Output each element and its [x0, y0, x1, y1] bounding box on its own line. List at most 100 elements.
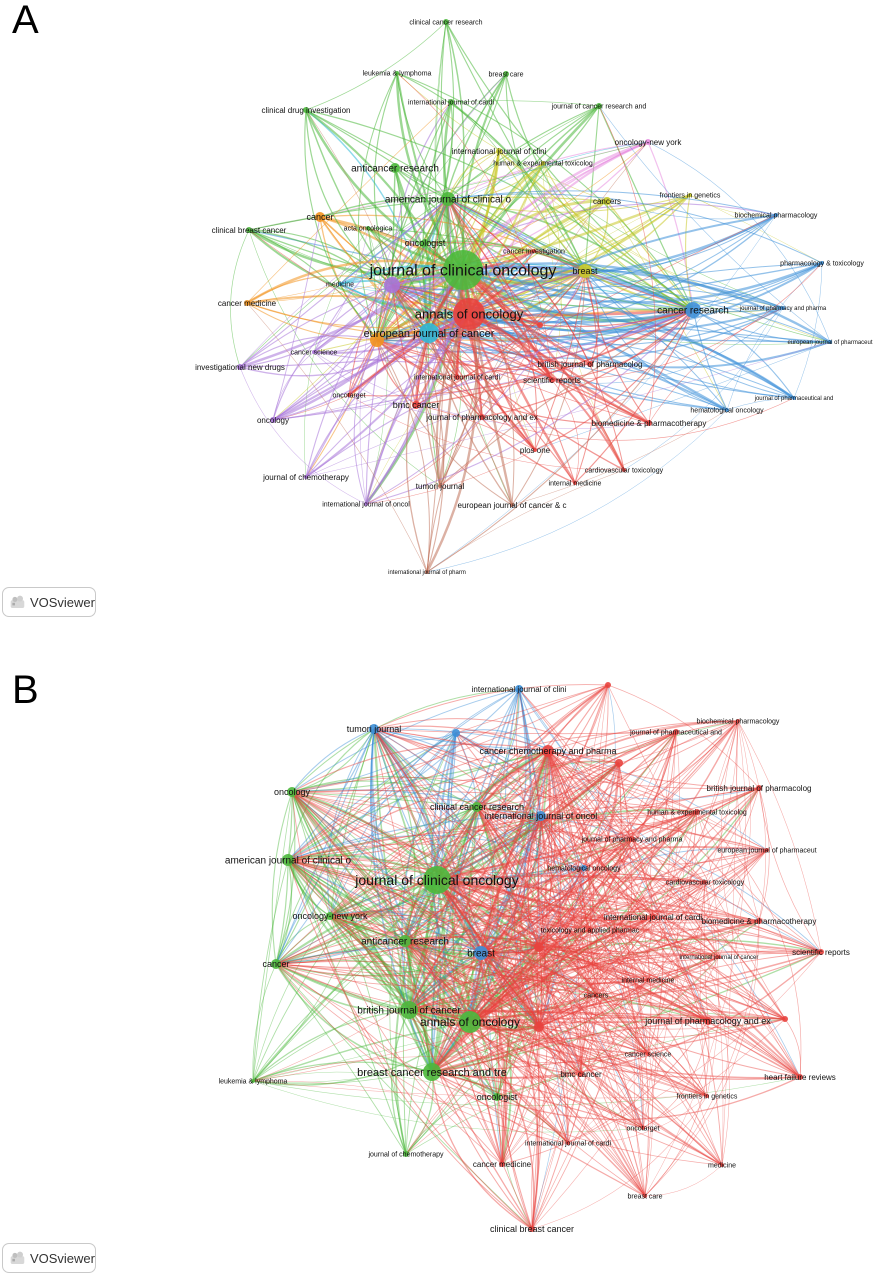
journal-node-breast[interactable]: [474, 946, 488, 960]
journal-node-cancer[interactable]: [271, 959, 281, 969]
journal-node-onco[interactable]: [493, 1093, 501, 1101]
journal-node-bmc[interactable]: [412, 401, 420, 409]
journal-node-ijclini[interactable]: [515, 685, 523, 693]
journal-node-purple[interactable]: [384, 277, 400, 293]
journal-node-oncology[interactable]: [270, 417, 276, 423]
journal-node-jpe[interactable]: [479, 414, 485, 420]
journal-node-ijcardi[interactable]: [448, 99, 454, 105]
journal-node-red8[interactable]: [605, 682, 611, 688]
journal-node-sr[interactable]: [818, 949, 824, 955]
journal-node-cbc[interactable]: [246, 227, 252, 233]
journal-node-tumori[interactable]: [369, 724, 379, 734]
journal-node-bmc[interactable]: [578, 1071, 584, 1077]
journal-node-ijcardi2[interactable]: [566, 1141, 570, 1145]
journal-node-ajco[interactable]: [282, 854, 294, 866]
journal-node-jco[interactable]: [423, 866, 451, 894]
journal-node-jpp[interactable]: [781, 306, 785, 310]
journal-node-ejcc[interactable]: [510, 503, 514, 507]
journal-node-blue3[interactable]: [452, 729, 460, 737]
journal-node-csci[interactable]: [646, 1052, 650, 1056]
journal-node-pt[interactable]: [820, 261, 824, 265]
journal-node-jpc[interactable]: [673, 729, 679, 735]
journal-node-oncotarget[interactable]: [347, 393, 351, 397]
journal-node-ao[interactable]: [453, 298, 485, 330]
journal-node-red9[interactable]: [782, 1016, 788, 1022]
journal-node-bjc[interactable]: [400, 1001, 418, 1019]
journal-node-ao[interactable]: [459, 1011, 481, 1033]
journal-node-ejpc[interactable]: [765, 848, 769, 852]
journal-node-hfr[interactable]: [797, 1074, 803, 1080]
journal-node-plos[interactable]: [533, 448, 537, 452]
journal-node-tumori[interactable]: [438, 484, 442, 488]
journal-node-ho[interactable]: [581, 865, 587, 871]
network-map-b[interactable]: journal of clinical oncology annals of on…: [0, 660, 879, 1278]
journal-node-ejc[interactable]: [419, 323, 439, 343]
journal-node-onyny[interactable]: [645, 139, 651, 145]
journal-node-jpp[interactable]: [629, 836, 635, 842]
journal-node-breast[interactable]: [578, 264, 592, 278]
journal-node-ijcardi[interactable]: [650, 914, 656, 920]
journal-node-jcrand[interactable]: [596, 103, 602, 109]
journal-node-ci[interactable]: [532, 249, 536, 253]
journal-node-ijclini[interactable]: [496, 148, 502, 154]
journal-node-jco[interactable]: [443, 250, 483, 290]
journal-node-bc[interactable]: [503, 71, 509, 77]
journal-node-ijoncol[interactable]: [364, 502, 368, 506]
journal-node-acr[interactable]: [390, 163, 400, 173]
journal-node-jpe[interactable]: [704, 1017, 712, 1025]
journal-node-sr[interactable]: [549, 377, 555, 383]
journal-node-ao2[interactable]: [366, 226, 370, 230]
journal-node-ho[interactable]: [725, 408, 729, 412]
journal-node-med[interactable]: [338, 282, 342, 286]
journal-node-ccr[interactable]: [472, 802, 482, 812]
journal-node-onyny[interactable]: [326, 912, 334, 920]
journal-node-bjp[interactable]: [587, 361, 593, 367]
journal-node-hext[interactable]: [541, 161, 545, 165]
journal-node-csci[interactable]: [312, 350, 316, 354]
journal-node-bcrt[interactable]: [423, 1063, 441, 1081]
journal-node-cmed[interactable]: [244, 300, 250, 306]
journal-node-cr[interactable]: [685, 302, 701, 318]
journal-node-med[interactable]: [720, 1163, 724, 1167]
network-map-a[interactable]: journal of clinical oncology annals of on…: [0, 0, 879, 630]
journal-node-ijoncol[interactable]: [536, 811, 546, 821]
journal-node-cancers[interactable]: [594, 993, 598, 997]
journal-node-jpc[interactable]: [792, 396, 796, 400]
journal-node-bjp[interactable]: [756, 785, 762, 791]
journal-node-im[interactable]: [646, 978, 650, 982]
journal-node-ajco[interactable]: [441, 192, 455, 206]
journal-node-red5[interactable]: [534, 942, 544, 952]
journal-node-bp2[interactable]: [646, 420, 652, 426]
journal-node-ct[interactable]: [622, 468, 626, 472]
journal-node-red6[interactable]: [534, 1022, 544, 1032]
journal-node-ijcardi2[interactable]: [454, 374, 460, 380]
journal-node-oncotarget[interactable]: [641, 1126, 645, 1130]
journal-node-bp[interactable]: [774, 213, 778, 217]
journal-node-cancers[interactable]: [603, 197, 611, 205]
journal-node-ll[interactable]: [395, 71, 399, 75]
journal-node-bp2[interactable]: [756, 918, 762, 924]
journal-node-cdi[interactable]: [303, 107, 309, 113]
journal-node-fig[interactable]: [705, 1094, 709, 1098]
journal-node-ccr[interactable]: [443, 19, 449, 25]
journal-node-hext[interactable]: [694, 809, 700, 815]
journal-node-acr[interactable]: [399, 935, 411, 947]
journal-node-ll[interactable]: [251, 1079, 255, 1083]
journal-node-ct[interactable]: [703, 880, 707, 884]
journal-node-ijcancer[interactable]: [717, 955, 721, 959]
journal-node-red2[interactable]: [537, 322, 543, 328]
journal-node-joc[interactable]: [304, 475, 308, 479]
journal-node-red7[interactable]: [615, 759, 623, 767]
journal-node-orange2[interactable]: [370, 333, 384, 347]
journal-node-oncology[interactable]: [287, 787, 297, 797]
journal-node-onco[interactable]: [421, 239, 429, 247]
journal-node-cbc[interactable]: [529, 1226, 535, 1232]
journal-node-bp[interactable]: [736, 719, 740, 723]
journal-node-ind[interactable]: [237, 364, 243, 370]
journal-node-bcare[interactable]: [643, 1194, 647, 1198]
journal-node-joc[interactable]: [403, 1151, 409, 1157]
journal-node-ijpharm[interactable]: [425, 570, 429, 574]
journal-node-tap[interactable]: [587, 927, 593, 933]
journal-node-ejpc[interactable]: [828, 340, 832, 344]
journal-node-im[interactable]: [573, 481, 577, 485]
